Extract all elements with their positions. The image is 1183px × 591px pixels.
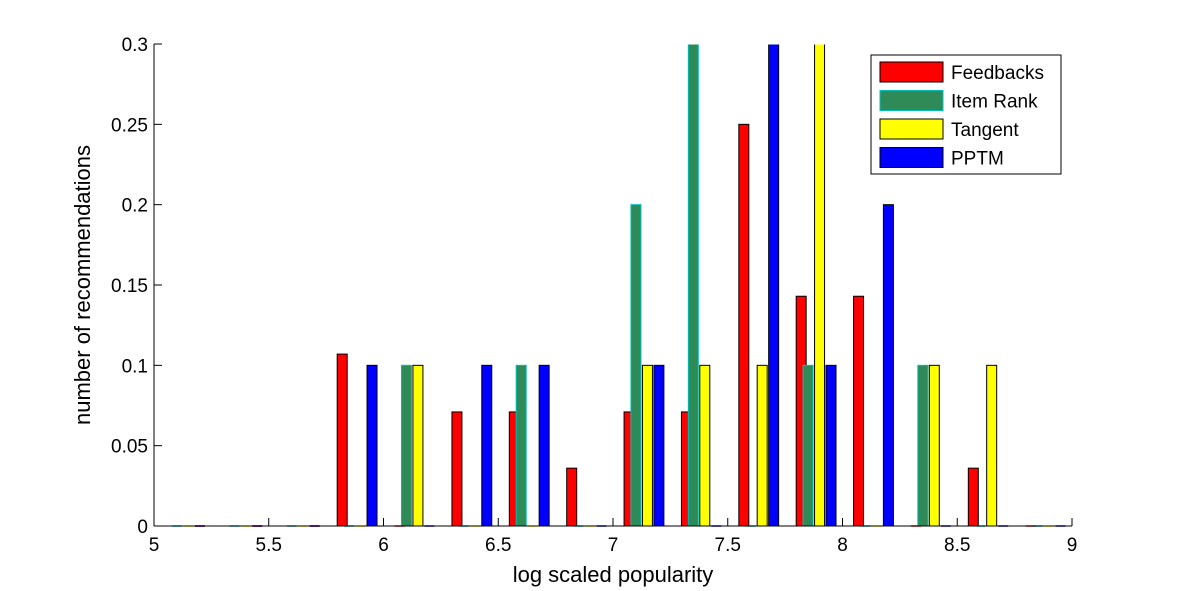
bar-3-3 [366, 364, 378, 527]
legend-label: Item Rank [951, 92, 1038, 113]
bar-2-4 [412, 364, 424, 527]
bar-3-12 [882, 204, 894, 527]
y-tick-label: 0.2 [122, 196, 148, 217]
bar-2-11 [814, 43, 826, 527]
bar-1-13 [917, 364, 929, 527]
bar-1-6 [515, 364, 527, 527]
legend-label: Feedbacks [951, 63, 1044, 84]
bar-2-9 [699, 364, 711, 527]
bar-3-11 [825, 364, 837, 527]
legend-label: Tangent [951, 120, 1019, 141]
x-tick-label: 8.5 [944, 535, 970, 556]
x-tick-label: 7.5 [715, 535, 741, 556]
bar-0-3 [336, 353, 348, 527]
y-tick-label: 0.1 [122, 356, 148, 377]
x-tick-label: 8 [837, 535, 848, 556]
x-ticks-group: 5 5.5 6 6.5 7 7.5 8 8.5 9 [149, 518, 1078, 556]
x-tick-label: 6.5 [485, 535, 511, 556]
bar-3-10 [768, 43, 780, 527]
y-tick-label: 0.25 [111, 115, 148, 136]
y-tick-label: 0.05 [111, 437, 148, 458]
bar-1-4 [400, 364, 412, 527]
bar-0-7 [566, 467, 578, 527]
bar-1-8 [630, 204, 642, 527]
x-tick-label: 5 [149, 535, 160, 556]
bar-0-14 [967, 467, 979, 527]
bar-0-12 [853, 295, 865, 527]
bar-0-10 [738, 123, 750, 527]
bar-2-8 [641, 364, 653, 527]
bar-3-8 [653, 364, 665, 527]
bar-2-10 [756, 364, 768, 527]
y-tick-label: 0.3 [122, 35, 148, 56]
y-tick-label: 0.15 [111, 276, 148, 297]
x-tick-label: 9 [1067, 535, 1078, 556]
legend-label: PPTM [951, 149, 1004, 170]
legend: Feedbacks Item Rank Tangent PPTM [870, 54, 1062, 175]
y-ticks-group: 0 0.05 0.1 0.15 0.2 0.25 0.3 [111, 35, 162, 538]
legend-swatch [879, 90, 944, 111]
x-tick-label: 7 [608, 535, 619, 556]
legend-swatch [879, 147, 944, 168]
legend-swatch [879, 118, 944, 140]
y-tick-label: 0 [137, 517, 148, 538]
bar-1-9 [687, 43, 699, 527]
bar-3-6 [538, 364, 550, 527]
bar-2-14 [986, 364, 998, 527]
bar-0-5 [451, 411, 463, 527]
bar-3-5 [481, 364, 493, 527]
y-axis-label: number of recommendations [70, 145, 95, 425]
legend-swatch [879, 61, 944, 83]
x-axis-label: log scaled popularity [513, 562, 714, 587]
bar-1-11 [802, 364, 814, 527]
x-tick-label: 6 [378, 535, 389, 556]
x-tick-label: 5.5 [256, 535, 282, 556]
bar-2-13 [928, 364, 940, 527]
